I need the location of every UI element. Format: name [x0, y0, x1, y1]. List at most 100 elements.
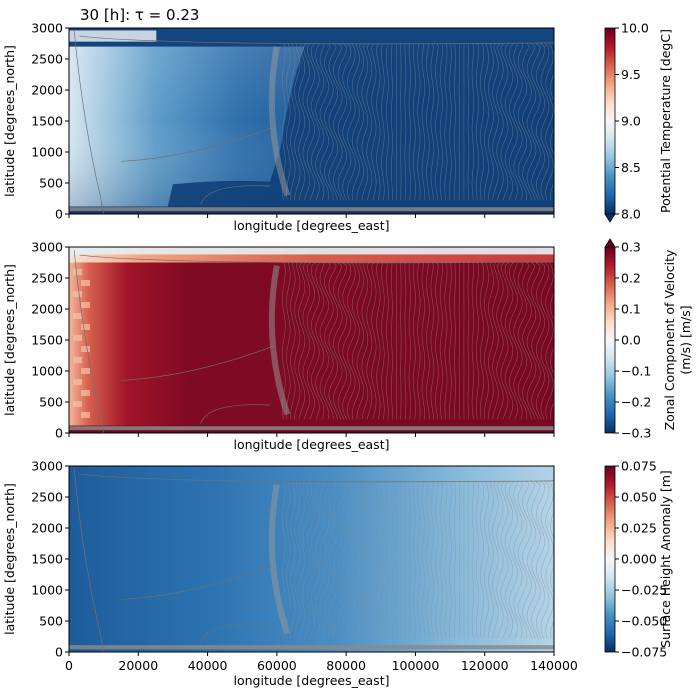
ytick-label: 2500 — [31, 271, 63, 286]
colorbar-tick-label: −0.050 — [621, 614, 667, 629]
bottom-rule — [69, 426, 554, 431]
contour-front-mid — [120, 564, 274, 600]
colorbar-label-line2: (m/s) [m/s] — [678, 305, 693, 374]
field-base — [69, 466, 554, 652]
xtick-label: 40000 — [188, 658, 228, 673]
top-band-light — [69, 30, 157, 42]
contour-lines — [281, 481, 554, 639]
ytick-label: 0 — [55, 645, 63, 660]
xtick-label: 140000 — [530, 658, 578, 673]
contour-top — [79, 254, 554, 264]
west-cell — [81, 324, 90, 330]
field-base — [69, 247, 554, 433]
west-cell — [73, 269, 82, 275]
field-3 — [69, 466, 554, 652]
west-cell — [73, 313, 82, 319]
ytick-label: 2500 — [31, 490, 63, 505]
west-cell — [81, 412, 90, 418]
colorbar-body — [604, 465, 616, 653]
colorbar-tick-label: 0.3 — [621, 240, 641, 255]
x-axis-label: longitude [degrees_east] — [234, 437, 390, 452]
y-axis-label: latitude [degrees_north] — [2, 45, 17, 197]
xtick-label: 120000 — [461, 658, 509, 673]
colorbar-tick-label: 8.5 — [621, 160, 641, 175]
ytick-label: 500 — [39, 614, 63, 629]
colorbar-tick-label: 9.5 — [621, 67, 641, 82]
ytick-label: 2500 — [31, 52, 63, 67]
colorbar-tick-label: 10.0 — [621, 21, 649, 36]
gray-front — [268, 46, 291, 197]
colorbar-2: 0.3 0.2 0.1 0.0 −0.1 −0.2 −0.3 Zonal Component … — [604, 238, 693, 441]
contour-front-low — [200, 623, 270, 643]
ytick-label: 0 — [55, 207, 63, 222]
colorbar-body — [604, 27, 616, 215]
ytick-label: 0 — [55, 426, 63, 441]
west-cell — [73, 401, 82, 407]
colorbar-1: 8.0 8.5 9.0 9.5 10.0 Potential Temperature [d… — [604, 21, 673, 223]
contour-west — [73, 469, 104, 652]
bottom-rule — [69, 207, 554, 212]
y-axis-label: latitude [degrees_north] — [2, 483, 17, 635]
ytick-label: 1500 — [31, 333, 63, 348]
colorbar-tick-label: 0.075 — [621, 459, 657, 474]
ytick-label: 3000 — [31, 459, 63, 474]
xtick-label: 20000 — [118, 658, 158, 673]
colorbar-tick-label: −0.3 — [621, 426, 651, 441]
ytick-label: 2000 — [31, 302, 63, 317]
field-1 — [69, 28, 554, 214]
colorbar-label: Potential Temperature [degC] — [658, 29, 673, 213]
colorbar-tick-label: 0.2 — [621, 271, 641, 286]
ytick-label: 1000 — [31, 583, 63, 598]
colorbar-tick-label: 0.0 — [621, 333, 641, 348]
contour-front-mid — [120, 345, 274, 381]
colorbar-tick-label: 0.1 — [621, 302, 641, 317]
x-axis-label: longitude [degrees_east] — [234, 218, 390, 233]
xtick-label: 100000 — [392, 658, 440, 673]
colorbar-tick-label: 0.025 — [621, 521, 657, 536]
colorbar-body — [604, 246, 616, 434]
ytick-label: 3000 — [31, 240, 63, 255]
ytick-label: 1000 — [31, 145, 63, 160]
ytick-label: 1000 — [31, 364, 63, 379]
xtick-label: 0 — [65, 658, 73, 673]
contour-front-low — [200, 404, 270, 424]
gray-front — [268, 265, 291, 416]
ytick-label: 500 — [39, 176, 63, 191]
west-cell — [81, 280, 90, 286]
xtick-label: 60000 — [257, 658, 297, 673]
colorbar-tick-label: −0.1 — [621, 364, 651, 379]
west-cell — [73, 357, 82, 363]
ytick-label: 1500 — [31, 114, 63, 129]
bottom-rule — [69, 645, 554, 650]
ytick-label: 2000 — [31, 83, 63, 98]
colorbar-tick-label: 0.000 — [621, 552, 657, 567]
ytick-label: 1500 — [31, 552, 63, 567]
contour-front-mid — [120, 126, 274, 162]
colorbar-label: Surface Height Anomaly [m] — [658, 470, 673, 648]
west-cell — [81, 302, 90, 308]
colorbar-tick-label: −0.075 — [621, 645, 667, 660]
y-axis-label: latitude [degrees_north] — [2, 264, 17, 416]
colorbar-tick-label: −0.025 — [621, 583, 667, 598]
top-band-light — [69, 247, 554, 255]
west-cell — [73, 379, 82, 385]
colorbar-extend-min — [604, 213, 616, 223]
west-cell — [81, 390, 90, 396]
contour-west — [73, 31, 104, 214]
contour-top — [79, 35, 554, 45]
west-cell — [81, 346, 90, 352]
gray-front — [268, 484, 291, 635]
panel-2: 0 500 1000 1500 2000 2500 3000 longitude [degre… — [2, 238, 693, 452]
west-cell — [73, 291, 82, 297]
figure-title: 30 [h]: τ = 0.23 — [80, 6, 199, 24]
chart-layer: 0 500 1000 1500 2000 2500 3000 longitude [degre… — [2, 21, 693, 689]
ytick-label: 500 — [39, 395, 63, 410]
colorbar-3: 0.075 0.050 0.025 0.000 −0.025 −0.050 −0.075Su… — [604, 459, 673, 660]
west-cell — [73, 335, 82, 341]
field-2 — [69, 247, 554, 433]
contour-lines — [281, 43, 554, 201]
x-axis-label: longitude [degrees_east] — [234, 673, 390, 688]
colorbar-tick-label: −0.2 — [621, 395, 651, 410]
panel-1: 0 500 1000 1500 2000 2500 3000 longitude [degre… — [2, 21, 673, 234]
